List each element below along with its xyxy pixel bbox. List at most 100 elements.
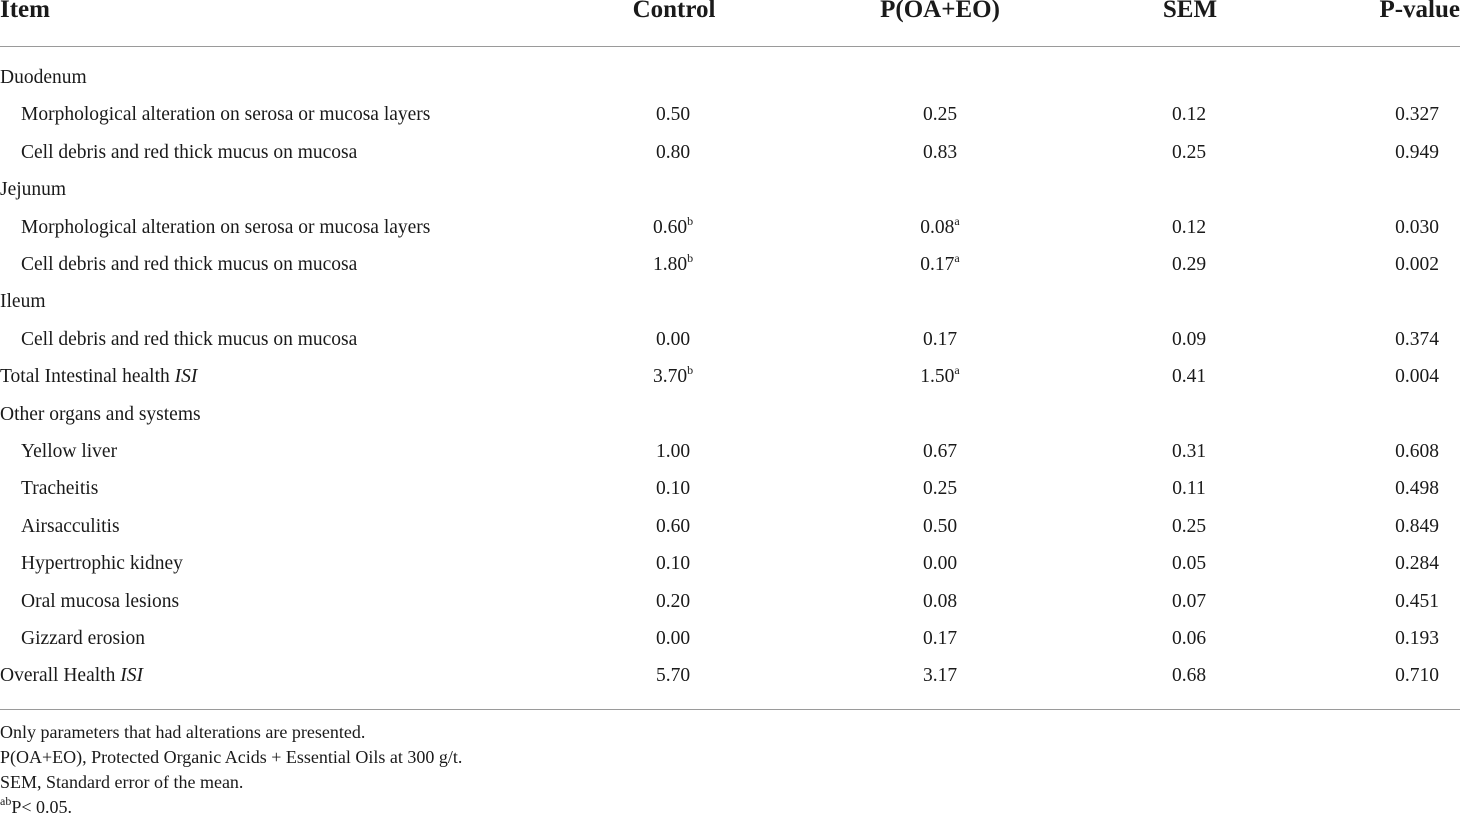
cell-p-value: 0.002 bbox=[1395, 254, 1439, 276]
row-item-italic: ISI bbox=[174, 366, 198, 387]
row-item-text: Other organs and systems bbox=[0, 404, 201, 425]
cell-treatment-value: 0.08 bbox=[922, 591, 958, 612]
footnote-only-parameters: Only parameters that had alterations are… bbox=[0, 722, 366, 742]
row-item-text: Yellow liver bbox=[21, 441, 118, 462]
cell-control: 3.70b bbox=[653, 364, 693, 388]
row-item-label: Overall Health ISI bbox=[0, 665, 143, 687]
header-sem: SEM bbox=[1162, 0, 1218, 23]
cell-treatment: 3.17 bbox=[923, 665, 957, 687]
cell-treatment: 0.25 bbox=[923, 478, 957, 500]
cell-treatment-superscript: a bbox=[954, 251, 960, 265]
row-item-label: Jejunum bbox=[0, 179, 66, 201]
cell-p-value-value: 0.327 bbox=[1395, 104, 1439, 125]
header-p-value: P-value bbox=[1379, 0, 1460, 23]
cell-control-value: 1.80 bbox=[652, 254, 688, 275]
cell-treatment-value: 0.50 bbox=[922, 516, 958, 537]
table-row: Total Intestinal health ISI 3.70b 1.50a 0.4… bbox=[0, 364, 1460, 396]
row-item-text: Total Intestinal health bbox=[0, 366, 175, 387]
cell-sem-value: 0.25 bbox=[1171, 516, 1207, 537]
cell-sem: 0.31 bbox=[1172, 441, 1206, 463]
row-item-text: Airsacculitis bbox=[21, 516, 120, 537]
table-row: Cell debris and red thick mucus on mucos… bbox=[0, 142, 1460, 172]
cell-sem: 0.07 bbox=[1172, 591, 1206, 613]
cell-p-value: 0.498 bbox=[1395, 478, 1439, 500]
cell-control-value: 0.60 bbox=[652, 217, 688, 238]
bottom-rule bbox=[0, 709, 1460, 710]
table-footnotes: Only parameters that had alterations are… bbox=[0, 720, 462, 820]
cell-control-value: 0.60 bbox=[655, 516, 691, 537]
cell-treatment-value: 0.17 bbox=[922, 628, 958, 649]
cell-p-value-value: 0.193 bbox=[1395, 628, 1439, 649]
cell-treatment: 0.50 bbox=[923, 516, 957, 538]
cell-sem: 0.25 bbox=[1172, 516, 1206, 538]
cell-treatment-value: 1.50 bbox=[920, 366, 955, 387]
row-item-label: Total Intestinal health ISI bbox=[0, 366, 197, 388]
cell-treatment: 0.67 bbox=[923, 441, 957, 463]
table-row: Morphological alteration on serosa or mu… bbox=[0, 104, 1460, 134]
row-item-text: Cell debris and red thick mucus on mucos… bbox=[21, 254, 358, 275]
cell-p-value-value: 0.608 bbox=[1395, 441, 1439, 462]
cell-sem-value: 0.25 bbox=[1171, 142, 1207, 163]
footnote-poaeo: P(OA+EO), Protected Organic Acids + Esse… bbox=[0, 747, 463, 767]
cell-sem-value: 0.41 bbox=[1171, 366, 1207, 387]
cell-sem-value: 0.68 bbox=[1171, 665, 1207, 686]
cell-p-value-value: 0.002 bbox=[1395, 254, 1439, 275]
cell-sem-value: 0.05 bbox=[1171, 553, 1207, 574]
cell-sem-value: 0.06 bbox=[1171, 628, 1207, 649]
row-item-text: Cell debris and red thick mucus on mucos… bbox=[21, 329, 358, 350]
cell-p-value: 0.193 bbox=[1395, 628, 1439, 650]
cell-control: 1.00 bbox=[656, 441, 690, 463]
row-item-label: Cell debris and red thick mucus on mucos… bbox=[21, 329, 357, 351]
row-item-label: Gizzard erosion bbox=[21, 628, 145, 650]
cell-p-value-value: 0.451 bbox=[1395, 591, 1439, 612]
cell-p-value: 0.374 bbox=[1395, 329, 1439, 351]
cell-control-value: 0.20 bbox=[655, 591, 691, 612]
cell-treatment: 0.17 bbox=[923, 628, 957, 650]
footnote-significance-text: P< 0.05. bbox=[11, 797, 72, 817]
row-item-label: Morphological alteration on serosa or mu… bbox=[21, 217, 430, 239]
footnote-sup: ab bbox=[0, 794, 12, 808]
cell-sem: 0.41 bbox=[1172, 366, 1206, 388]
cell-treatment: 0.83 bbox=[923, 142, 957, 164]
row-item-label: Cell debris and red thick mucus on mucos… bbox=[21, 142, 357, 164]
row-item-text: Cell debris and red thick mucus on mucos… bbox=[21, 142, 358, 163]
table-row: Yellow liver 1.00 0.67 0.31 0.608 bbox=[0, 441, 1460, 471]
cell-control-value: 0.00 bbox=[655, 329, 691, 350]
table-row: Jejunum bbox=[0, 179, 1460, 209]
cell-p-value-value: 0.374 bbox=[1395, 329, 1439, 350]
row-item-text: Ileum bbox=[0, 291, 46, 312]
row-item-text: Duodenum bbox=[0, 67, 87, 88]
cell-treatment-value: 3.17 bbox=[922, 665, 958, 686]
row-item-text: Tracheitis bbox=[21, 478, 99, 499]
table-header: Item Control P(OA+EO) SEM P-value bbox=[0, 0, 1460, 26]
row-item-text: Jejunum bbox=[0, 179, 67, 200]
cell-sem-value: 0.11 bbox=[1172, 478, 1206, 499]
table-row: Cell debris and red thick mucus on mucos… bbox=[0, 329, 1460, 359]
row-item-text: Gizzard erosion bbox=[21, 628, 145, 649]
cell-sem: 0.06 bbox=[1172, 628, 1206, 650]
table-row: Airsacculitis 0.60 0.50 0.25 0.849 bbox=[0, 516, 1460, 546]
cell-control: 0.10 bbox=[656, 553, 690, 575]
row-item-label: Other organs and systems bbox=[0, 404, 201, 426]
cell-sem: 0.25 bbox=[1172, 142, 1206, 164]
cell-control: 0.00 bbox=[656, 329, 690, 351]
row-item-text: Morphological alteration on serosa or mu… bbox=[21, 104, 431, 125]
cell-sem: 0.12 bbox=[1172, 104, 1206, 126]
cell-sem-value: 0.12 bbox=[1171, 217, 1207, 238]
row-item-text: Morphological alteration on serosa or mu… bbox=[21, 217, 431, 238]
cell-sem-value: 0.09 bbox=[1171, 329, 1207, 350]
cell-p-value: 0.849 bbox=[1395, 516, 1439, 538]
cell-p-value: 0.004 bbox=[1395, 366, 1439, 388]
cell-p-value: 0.327 bbox=[1395, 104, 1439, 126]
cell-p-value-value: 0.284 bbox=[1395, 553, 1439, 574]
row-item-label: Morphological alteration on serosa or mu… bbox=[21, 104, 430, 126]
cell-control: 0.60 bbox=[656, 516, 690, 538]
cell-p-value-value: 0.498 bbox=[1395, 478, 1439, 499]
row-item-label: Hypertrophic kidney bbox=[21, 553, 183, 575]
cell-treatment: 0.17a bbox=[920, 251, 960, 276]
cell-p-value-value: 0.030 bbox=[1395, 217, 1439, 238]
cell-control: 0.50 bbox=[656, 104, 690, 126]
cell-treatment: 0.17 bbox=[923, 329, 957, 351]
table-row: Overall Health ISI 5.70 3.17 0.68 0.710 bbox=[0, 665, 1460, 695]
cell-treatment-value: 0.25 bbox=[922, 478, 958, 499]
